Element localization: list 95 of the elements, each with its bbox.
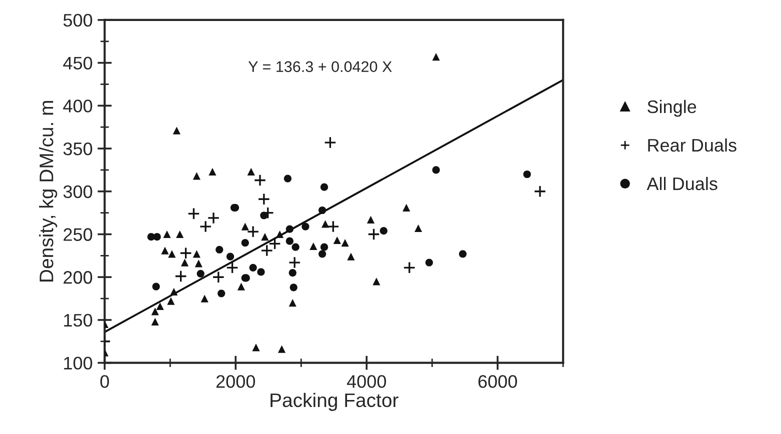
point (200, 294, 208, 302)
y-tick-label: 250 (64, 228, 92, 241)
point (288, 269, 296, 277)
point (156, 302, 164, 310)
point (241, 239, 249, 247)
point (261, 233, 269, 241)
point (403, 261, 416, 274)
y-tick-label: 100 (64, 356, 92, 370)
y-axis-title: Density, kg DM/cu. m (39, 101, 58, 282)
point (192, 172, 200, 180)
point (534, 185, 546, 198)
point (432, 53, 440, 61)
point (252, 344, 260, 352)
point (324, 136, 336, 149)
point (163, 230, 171, 238)
x-tick-label: 0 (100, 375, 109, 388)
point (292, 243, 300, 251)
point (320, 243, 328, 251)
point (151, 308, 159, 316)
point (286, 237, 294, 245)
point (180, 258, 189, 266)
point (212, 270, 225, 284)
point (188, 207, 200, 220)
point (246, 225, 260, 238)
point (218, 290, 226, 298)
point (347, 252, 355, 260)
point (284, 174, 292, 182)
point (192, 250, 200, 258)
legend-label: Rear Duals (648, 138, 736, 152)
legend-label: Single (648, 100, 696, 117)
point (372, 278, 380, 286)
y-tick-label: 350 (63, 142, 92, 156)
point (174, 270, 188, 282)
y-tick-label: 200 (64, 271, 92, 284)
point (402, 204, 410, 212)
point (458, 250, 467, 258)
point (180, 246, 192, 260)
point (226, 261, 239, 274)
annotation: Y = 136.3 + 0.0420 X (248, 61, 392, 72)
point (153, 233, 161, 241)
x-tick-label: 6000 (478, 375, 517, 388)
y-tick-label: 450 (63, 56, 92, 70)
point (254, 174, 266, 186)
y-tick-label: 150 (64, 314, 92, 327)
point (290, 284, 298, 292)
point (226, 252, 234, 260)
point (168, 250, 176, 258)
point (341, 239, 349, 247)
point (216, 246, 224, 254)
point (249, 264, 257, 272)
y-tick-label: 300 (63, 185, 92, 198)
point (288, 299, 296, 307)
point (366, 216, 375, 224)
point (207, 212, 220, 224)
point (241, 222, 249, 230)
point (247, 168, 255, 176)
point (368, 228, 380, 240)
point (432, 166, 440, 174)
point (278, 345, 286, 353)
point (333, 236, 341, 244)
point (302, 222, 310, 230)
point (321, 220, 330, 228)
point (194, 260, 202, 268)
x-axis-title: Packing Factor (270, 392, 398, 411)
point (161, 246, 169, 254)
legend-label: All Duals (646, 176, 718, 190)
point (318, 250, 326, 258)
point (257, 268, 265, 276)
point (199, 220, 212, 233)
point (288, 256, 301, 269)
point (318, 206, 326, 214)
y-tick-label: 500 (63, 14, 92, 27)
point (425, 258, 433, 266)
point (286, 225, 294, 233)
point (380, 227, 388, 235)
point (414, 224, 422, 232)
point (310, 242, 318, 250)
point (208, 168, 216, 176)
point (167, 297, 175, 305)
x-tick-label: 4000 (346, 375, 386, 388)
point (172, 126, 180, 134)
point (260, 212, 268, 220)
point (176, 230, 184, 238)
x-tick-label: 2000 (216, 375, 256, 388)
point (258, 192, 270, 206)
point (237, 282, 246, 290)
point (151, 318, 159, 326)
point (276, 230, 284, 238)
point (523, 170, 531, 178)
point (170, 288, 178, 296)
point (320, 183, 328, 191)
point (326, 220, 340, 233)
point (152, 282, 160, 290)
y-tick-label: 400 (63, 100, 92, 112)
point (196, 270, 204, 278)
